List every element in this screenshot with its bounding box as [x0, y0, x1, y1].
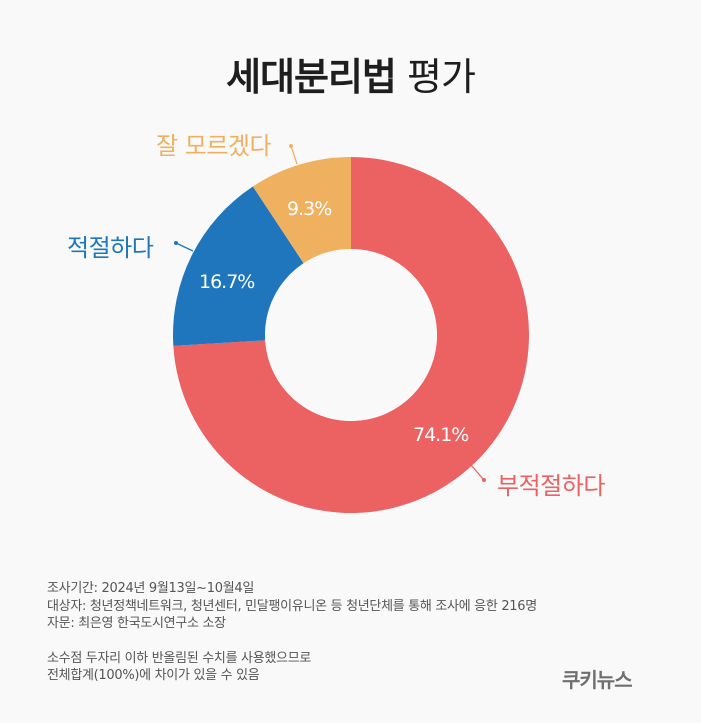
slice-pct-appropriate: 16.7% — [199, 271, 255, 293]
donut-hole — [265, 249, 437, 421]
chart-title: 세대분리법 평가 — [0, 46, 701, 101]
note-rounding-1: 소수점 두자리 이하 반올림된 수치를 사용했으므로 — [47, 650, 312, 666]
chart-title-bold: 세대분리법 — [226, 55, 397, 99]
leader-line-appropriate — [174, 241, 194, 252]
slice-inappropriate — [173, 157, 529, 513]
note-advisor: 자문: 최은영 한국도시연구소 소장 — [47, 616, 226, 631]
note-rounding-2: 전체합계(100%)에 차이가 있을 수 있음 — [47, 668, 260, 683]
leader-line-inappropriate — [470, 464, 486, 482]
leader-line-unknown — [289, 144, 298, 165]
slice-appropriate — [173, 186, 304, 346]
chart-title-light: 평가 — [406, 55, 476, 99]
callout-label-appropriate: 적절하다 — [67, 234, 154, 262]
brand-logo: 쿠키뉴스 — [562, 668, 633, 692]
slice-unknown — [252, 157, 351, 264]
survey-notes: 조사기간: 2024년 9월13일~10월4일 대상자: 청년정책네트워크, 청… — [47, 580, 537, 685]
note-period: 조사기간: 2024년 9월13일~10월4일 — [47, 581, 254, 596]
donut-slices — [173, 157, 529, 513]
slice-pct-inappropriate: 74.1% — [413, 424, 469, 446]
callout-label-inappropriate: 부적절하다 — [497, 472, 605, 500]
slice-pct-unknown: 9.3% — [287, 198, 332, 220]
note-subjects: 대상자: 청년정책네트워크, 청년센터, 민달팽이유니온 등 청년단체를 통해 … — [47, 598, 537, 614]
callout-label-unknown: 잘 모르겠다 — [156, 132, 272, 160]
